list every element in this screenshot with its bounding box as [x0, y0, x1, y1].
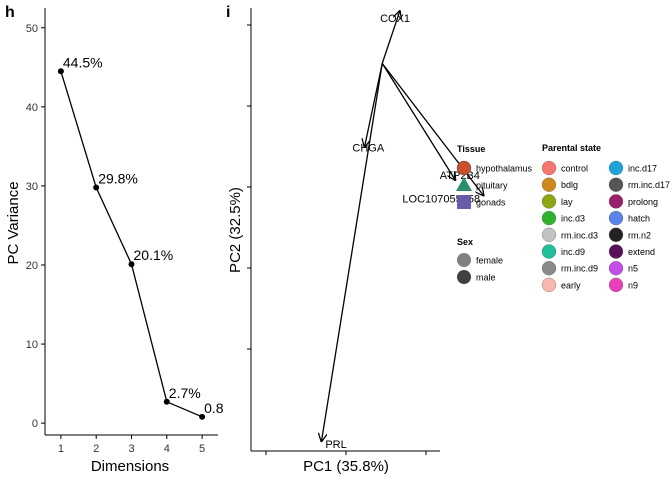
legend-key-circle — [457, 253, 471, 267]
legend-key-circle — [541, 177, 557, 192]
legend-key-circle — [541, 244, 557, 259]
legend-title-sex: Sex — [457, 237, 473, 247]
biplot-vectors: COX1CHGAATP2B4LOC107055658PRL — [321, 10, 484, 451]
pca-biplot: COX1CHGAATP2B4LOC107055658PRL PC1 (35.8%… — [227, 8, 484, 475]
legend-label: inc.d9 — [561, 247, 585, 257]
legend-label: rm.inc.d9 — [561, 264, 598, 274]
legend-label: prolong — [628, 197, 658, 207]
biplot-vector-arrow — [381, 63, 456, 180]
legend-parental-state-items: control bdlg lay inc.d3 rm.inc.d3 inc.d9 rm.in… — [541, 160, 670, 293]
biplot-x-axis-title: PC1 (35.8%) — [303, 458, 389, 475]
legend-key-circle — [541, 160, 557, 176]
biplot-vector-label: PRL — [325, 439, 346, 451]
scree-x-tick-label: 5 — [199, 443, 205, 455]
legend-label: n9 — [628, 280, 638, 290]
legend-key-circle — [456, 160, 472, 176]
biplot-vector-label: COX1 — [380, 13, 410, 25]
scree-x-tick-label: 3 — [128, 443, 134, 455]
scree-point — [57, 68, 64, 75]
panel-tag-h: h — [5, 4, 15, 21]
scree-points — [57, 68, 206, 420]
legend-key-circle — [541, 194, 557, 209]
legend-label: lay — [561, 197, 573, 207]
legend-label: rm.n2 — [628, 230, 651, 240]
legend-label: hatch — [628, 214, 650, 224]
legend-tissue-items: hypothalamus pituitary gonads — [456, 160, 533, 209]
scree-y-tick-label: 30 — [26, 181, 38, 193]
scree-y-axis-title: PC Variance — [5, 181, 22, 264]
scree-data-label: 44.5% — [63, 54, 103, 70]
legend-label: rm.inc.d3 — [561, 230, 598, 240]
scree-y-tick-label: 50 — [26, 23, 38, 35]
legend-label: female — [476, 256, 503, 266]
legend-label: extend — [628, 247, 655, 257]
legend-label: inc.d17 — [628, 164, 657, 174]
scree-line — [60, 71, 203, 418]
scree-point — [128, 261, 135, 268]
scree-point — [93, 184, 100, 191]
biplot-y-axis-title: PC2 (32.5%) — [227, 187, 244, 273]
legend-label: gonads — [476, 198, 506, 208]
scree-point — [163, 398, 170, 405]
legend-label: hypothalamus — [476, 164, 533, 174]
biplot-vector-arrow — [381, 10, 400, 64]
scree-data-label: 29.8% — [98, 170, 138, 186]
scree-y-tick-label: 10 — [26, 339, 38, 351]
legend-key-circle — [608, 261, 624, 276]
scree-y-tick-label: 40 — [26, 102, 38, 114]
legend-key-circle — [541, 261, 557, 276]
legend-key-circle — [608, 227, 624, 242]
legend-label: male — [476, 273, 496, 283]
legend-key-circle — [541, 277, 557, 293]
legend: Tissue hypothalamus pituitary gonads Sex f… — [456, 143, 670, 293]
scree-data-label: 2.7% — [169, 385, 201, 401]
scree-x-tick-label: 2 — [93, 443, 99, 455]
legend-key-circle — [608, 244, 624, 259]
legend-key-circle — [608, 177, 624, 192]
scree-x-tick-label: 4 — [164, 443, 170, 455]
legend-label: pituitary — [476, 181, 508, 191]
biplot-vector-arrow — [381, 62, 484, 196]
legend-label: inc.d3 — [561, 214, 585, 224]
legend-sex-items: female male — [457, 253, 503, 284]
biplot-vector-arrow — [364, 63, 383, 147]
scree-series — [60, 71, 203, 418]
panel-tag-i: i — [226, 4, 230, 21]
legend-key-circle — [608, 277, 624, 293]
legend-key-circle — [608, 194, 624, 209]
biplot-vector-arrow — [321, 63, 383, 442]
legend-label: bdlg — [561, 180, 578, 190]
scree-data-label: 20.1% — [134, 247, 174, 263]
legend-title-tissue: Tissue — [457, 144, 485, 154]
scree-data-label: 0.8 — [204, 400, 224, 416]
legend-key-circle — [608, 210, 624, 226]
scree-point — [199, 413, 206, 420]
legend-key-circle — [457, 270, 471, 284]
legend-key-circle — [541, 227, 557, 242]
legend-label: early — [561, 280, 581, 290]
scree-x-tick-label: 1 — [58, 443, 64, 455]
legend-label: n5 — [628, 264, 638, 274]
scree-y-tick-label: 20 — [26, 260, 38, 272]
scree-y-tick-label: 0 — [32, 418, 38, 430]
legend-title-parental-state: Parental state — [542, 143, 601, 153]
legend-label: rm.inc.d17 — [628, 180, 670, 190]
legend-label: control — [561, 164, 588, 174]
legend-key-triangle — [456, 177, 472, 191]
scree-x-axis-title: Dimensions — [91, 458, 169, 475]
legend-key-circle — [608, 160, 624, 176]
biplot-ticks — [247, 24, 427, 455]
legend-key-square — [457, 195, 471, 209]
scree-data-labels: 44.5% 29.8% 20.1% 2.7%0.8 — [63, 54, 224, 416]
legend-key-circle — [541, 210, 557, 226]
